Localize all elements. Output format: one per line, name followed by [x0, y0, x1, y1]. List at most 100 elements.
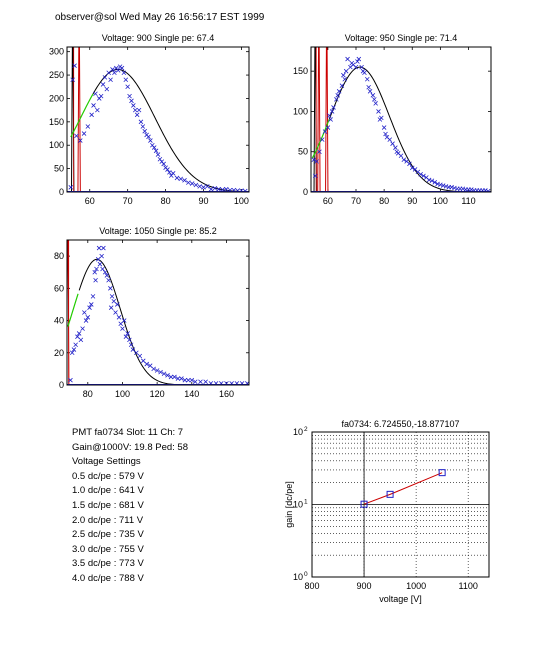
data-point-stroke [165, 373, 170, 378]
data-point [356, 56, 362, 62]
data-point-stroke [132, 107, 138, 113]
data-point [72, 63, 77, 68]
x-tick-label: 900 [357, 581, 372, 591]
data-point-stroke [95, 257, 101, 262]
y-tick-label: 10 [293, 500, 303, 510]
data-point [366, 84, 371, 90]
data-point-stroke [197, 184, 202, 189]
data-point-stroke [106, 277, 111, 283]
data-point [81, 131, 87, 136]
data-point-stroke [120, 326, 125, 331]
data-point [449, 184, 454, 190]
x-tick-label: 70 [351, 196, 361, 206]
x-tick-label: 60 [323, 196, 333, 206]
data-point-stroke [91, 103, 96, 108]
data-point [220, 187, 225, 192]
data-point-stroke [426, 177, 432, 183]
data-point [83, 318, 89, 323]
data-point-stroke [102, 269, 108, 275]
data-point-stroke [85, 315, 91, 320]
x-tick-label: 1100 [458, 581, 477, 591]
data-point-stroke [311, 157, 317, 163]
data-point-stroke [435, 181, 440, 187]
voltage-setting: 2.5 dc/pe : 735 V [72, 529, 144, 541]
data-point [168, 374, 174, 380]
data-point-stroke [343, 68, 349, 74]
data-point [469, 187, 474, 192]
data-point-stroke [93, 91, 98, 97]
data-point [376, 109, 381, 114]
data-point [85, 124, 91, 129]
y-tick-label: 250 [49, 70, 64, 80]
data-point-stroke [355, 59, 360, 64]
data-point-stroke [89, 112, 94, 118]
data-point-stroke [341, 72, 346, 78]
data-point-stroke [127, 93, 132, 99]
data-point [161, 371, 167, 377]
data-point-stroke [452, 185, 457, 191]
data-point-stroke [130, 347, 136, 352]
pedestal-peak [77, 47, 81, 192]
data-point-stroke [415, 169, 421, 175]
data-point-stroke [137, 353, 143, 359]
data-point-stroke [383, 131, 388, 137]
data-point [322, 129, 328, 134]
data-point-stroke [159, 159, 165, 164]
data-point [97, 261, 103, 267]
data-point-stroke [100, 82, 106, 87]
data-point-stroke [123, 77, 129, 83]
data-point-stroke [68, 185, 74, 190]
data-point [426, 177, 432, 183]
data-point-stroke [77, 138, 83, 143]
y-tick-label: 0 [59, 187, 64, 197]
plot-frame [310, 46, 492, 193]
data-point-stroke [432, 180, 438, 185]
data-point [401, 157, 407, 163]
gain-point [386, 490, 394, 498]
data-point [223, 186, 229, 192]
data-point-stroke [460, 186, 466, 192]
data-point [110, 67, 115, 72]
data-point-stroke [99, 253, 104, 259]
data-point [155, 152, 161, 157]
data-point-stroke [175, 376, 181, 381]
data-point [132, 107, 138, 113]
data-point-stroke [75, 334, 80, 339]
data-point-stroke [379, 115, 384, 121]
data-point-stroke [359, 64, 364, 70]
data-point [328, 117, 333, 122]
data-point [407, 161, 412, 167]
data-point-stroke [134, 112, 140, 118]
data-point-stroke [138, 119, 144, 125]
x-tick-label: 100 [433, 196, 448, 206]
fit-curve [78, 258, 249, 385]
data-point [73, 342, 78, 348]
data-point-stroke [376, 109, 381, 114]
data-point-stroke [336, 89, 342, 94]
chart-title: fa0734: 6.724550,-18.877107 [341, 419, 459, 429]
data-point-stroke [390, 141, 395, 146]
data-point [94, 266, 99, 272]
data-point [329, 109, 335, 114]
data-point-stroke [157, 156, 163, 162]
data-point-stroke [401, 157, 407, 163]
data-point [93, 277, 98, 283]
data-point [108, 77, 113, 83]
x-tick-label: 80 [161, 196, 171, 206]
data-point [95, 107, 100, 113]
data-point [91, 103, 96, 108]
x-tick-label: 90 [198, 196, 208, 206]
data-point [319, 137, 325, 142]
data-point-stroke [312, 173, 318, 179]
data-point [429, 178, 435, 184]
data-point [179, 376, 184, 381]
plot-area [67, 240, 249, 385]
data-point-stroke [119, 65, 125, 71]
data-point-stroke [189, 181, 195, 186]
data-point-stroke [387, 137, 393, 142]
voltage-setting: 0.5 dc/pe : 579 V [72, 470, 144, 482]
voltage-setting: 3.5 dc/pe : 773 V [72, 558, 144, 570]
data-point-stroke [205, 184, 210, 189]
data-point-stroke [165, 167, 170, 172]
data-point [443, 184, 449, 189]
